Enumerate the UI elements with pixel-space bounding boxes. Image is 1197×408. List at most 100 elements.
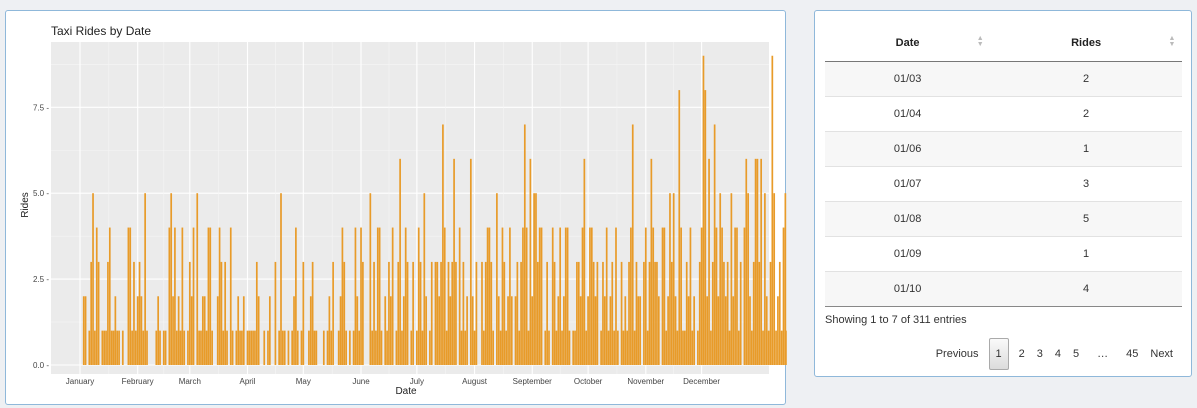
bar bbox=[442, 124, 444, 366]
bar bbox=[466, 296, 468, 365]
bar bbox=[302, 261, 305, 365]
bar bbox=[689, 227, 692, 365]
x-axis-title: Date bbox=[395, 386, 417, 397]
bar bbox=[397, 261, 400, 365]
bar bbox=[146, 330, 148, 365]
bar bbox=[590, 227, 593, 365]
bar bbox=[484, 261, 487, 365]
column-header-date[interactable]: Date ▲ ▼ bbox=[825, 25, 991, 62]
bar bbox=[196, 193, 199, 365]
bar bbox=[784, 193, 787, 365]
bar bbox=[739, 261, 742, 365]
bar bbox=[609, 296, 612, 365]
bar bbox=[760, 158, 763, 365]
bar bbox=[445, 330, 448, 365]
bar bbox=[90, 261, 93, 365]
bar bbox=[371, 330, 374, 365]
bar bbox=[332, 261, 334, 365]
bar bbox=[179, 330, 182, 365]
bar bbox=[401, 330, 403, 365]
bar bbox=[708, 158, 710, 365]
bar bbox=[82, 296, 85, 365]
bar bbox=[315, 330, 318, 365]
bar bbox=[505, 330, 508, 365]
bar bbox=[384, 296, 387, 365]
bar bbox=[175, 330, 178, 365]
bar bbox=[174, 227, 176, 365]
bar bbox=[475, 261, 478, 365]
bar bbox=[706, 296, 709, 365]
x-tick-label: August bbox=[462, 377, 488, 386]
bar bbox=[758, 261, 761, 365]
page-button-5[interactable]: 5 bbox=[1073, 348, 1080, 360]
x-tick-label: March bbox=[179, 377, 201, 386]
date-cell: 01/07 bbox=[825, 166, 991, 202]
bar bbox=[581, 227, 584, 365]
bar bbox=[648, 261, 651, 365]
bar bbox=[222, 330, 225, 365]
bar bbox=[775, 330, 777, 365]
bar bbox=[267, 330, 269, 365]
bar bbox=[134, 330, 137, 365]
bar bbox=[657, 296, 660, 365]
bar bbox=[268, 296, 271, 365]
bar bbox=[417, 227, 420, 365]
page-button-45[interactable]: 45 bbox=[1126, 348, 1139, 360]
bar bbox=[483, 330, 485, 365]
next-page-button[interactable]: Next bbox=[1150, 348, 1173, 360]
bar bbox=[548, 330, 550, 365]
bar bbox=[674, 296, 677, 365]
bar bbox=[287, 330, 290, 365]
bar bbox=[572, 330, 575, 365]
x-tick-label: April bbox=[239, 377, 255, 386]
date-cell: 01/06 bbox=[825, 131, 991, 167]
previous-page-button[interactable]: Previous bbox=[935, 348, 979, 360]
bar bbox=[726, 261, 729, 365]
bar bbox=[399, 158, 401, 365]
bar bbox=[218, 227, 221, 365]
bar bbox=[684, 330, 686, 365]
bar bbox=[356, 296, 359, 365]
bar bbox=[509, 227, 511, 365]
rides-cell: 4 bbox=[990, 271, 1182, 307]
bar bbox=[719, 193, 722, 365]
bar bbox=[639, 296, 642, 365]
column-header-rides[interactable]: Rides ▲ ▼ bbox=[990, 25, 1182, 62]
bar bbox=[710, 330, 712, 365]
bar bbox=[231, 330, 234, 365]
page-button-3[interactable]: 3 bbox=[1036, 348, 1043, 360]
table-row: 01/04 2 bbox=[825, 96, 1182, 132]
bar bbox=[576, 261, 578, 365]
bar bbox=[406, 261, 409, 365]
table-header-row: Date ▲ ▼ Rides ▲ ▼ bbox=[825, 25, 1182, 62]
x-tick-label: February bbox=[122, 377, 154, 386]
bar bbox=[239, 330, 241, 365]
bar bbox=[425, 296, 428, 365]
bar bbox=[235, 330, 238, 365]
x-tick-label: September bbox=[513, 377, 552, 386]
bar bbox=[713, 124, 716, 366]
bar bbox=[296, 330, 299, 365]
bar bbox=[308, 330, 310, 365]
page-button-1[interactable]: 1 bbox=[988, 338, 1009, 370]
table-row: 01/07 3 bbox=[825, 166, 1182, 202]
page-button-2[interactable]: 2 bbox=[1018, 348, 1025, 360]
bar bbox=[765, 296, 768, 365]
bar bbox=[207, 227, 210, 365]
date-cell: 01/08 bbox=[825, 201, 991, 237]
bar bbox=[220, 261, 223, 365]
bar bbox=[711, 261, 714, 365]
bar bbox=[514, 296, 517, 365]
bar bbox=[205, 330, 208, 365]
bar bbox=[631, 124, 634, 366]
page-button-4[interactable]: 4 bbox=[1054, 348, 1061, 360]
bar bbox=[142, 330, 145, 365]
bar bbox=[656, 261, 658, 365]
bar bbox=[700, 227, 703, 365]
table-row: 01/10 4 bbox=[825, 271, 1182, 307]
bar bbox=[737, 330, 740, 365]
bar bbox=[138, 261, 141, 365]
bar bbox=[764, 193, 766, 365]
bar bbox=[497, 296, 500, 365]
bar bbox=[510, 296, 513, 365]
